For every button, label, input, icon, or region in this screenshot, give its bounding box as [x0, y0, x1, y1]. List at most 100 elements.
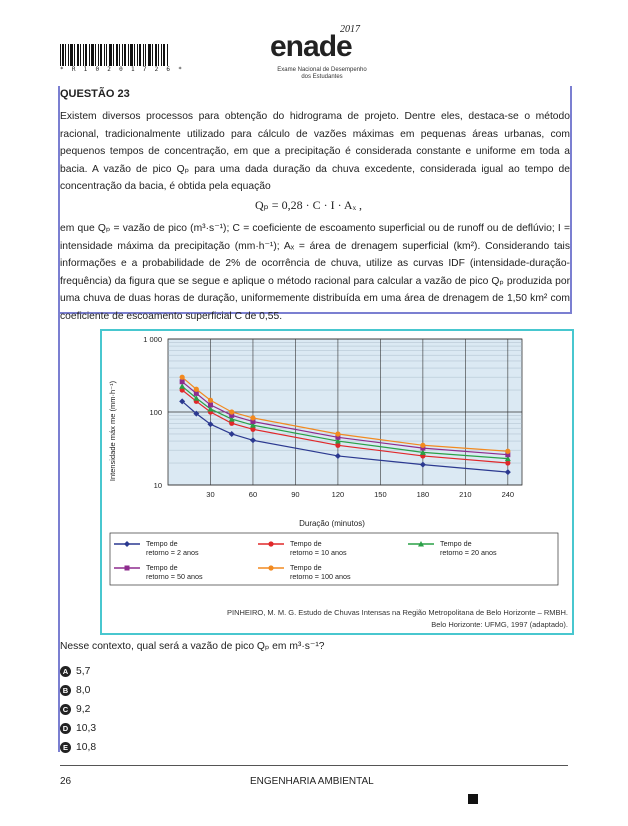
series-0 [179, 398, 511, 476]
course-name: ENGENHARIA AMBIENTAL [250, 776, 374, 787]
legend-label: retorno = 10 anos [290, 548, 347, 557]
source-line-1: PINHEIRO, M. M. G. Estudo de Chuvas Inte… [227, 608, 568, 617]
x-tick-label: 210 [459, 490, 472, 499]
question-title: QUESTÃO 23 [60, 88, 130, 100]
data-point [124, 541, 130, 547]
x-tick-label: 120 [332, 490, 345, 499]
option-d-value: 10,3 [76, 723, 97, 734]
equation: Qₚ = 0,28 · C · I · Aₓ , [255, 198, 363, 212]
data-point [228, 416, 235, 422]
selection-outline-text [58, 86, 572, 314]
footer-divider [60, 765, 568, 766]
legend-label: Tempo de [146, 563, 178, 572]
legend-box [109, 532, 559, 586]
legend-label: retorno = 20 anos [440, 548, 497, 557]
enade-subtitle: Exame Nacional de Desempenho dos Estudan… [262, 67, 382, 81]
data-point [335, 442, 341, 448]
data-point [179, 383, 186, 389]
question-paragraph-2: em que Qₚ = vazão de pico (m³·s⁻¹); C = … [60, 223, 570, 322]
data-point [505, 448, 511, 454]
x-axis-label: Duração (minutos) [299, 519, 365, 528]
data-point [420, 445, 426, 451]
x-tick-label: 60 [249, 490, 257, 499]
legend-label: retorno = 100 anos [290, 572, 351, 581]
y-tick-label: 1 000 [143, 335, 162, 344]
figure-source: PINHEIRO, M. M. G. Estudo de Chuvas Inte… [170, 607, 568, 631]
barcode-number: * R 1 0 2 0 1 7 2 6 * [60, 66, 185, 73]
data-point [228, 430, 235, 437]
data-point [229, 420, 235, 426]
data-point [179, 379, 185, 385]
data-point [504, 455, 511, 462]
data-point [193, 386, 199, 392]
data-point [268, 565, 274, 571]
option-a[interactable]: A 5,7 [60, 666, 90, 677]
data-point [250, 415, 256, 421]
data-point [505, 460, 511, 466]
idf-chart: 30 60 90 120 150 180 210 240 10 100 1 000 Intensid… [108, 335, 559, 586]
option-e-value: 10,8 [76, 742, 97, 753]
selection-outline-left [58, 312, 102, 752]
data-point [249, 422, 256, 428]
data-point [268, 541, 274, 547]
option-d-letter: D [60, 723, 71, 734]
question-paragraph-1: Existem diversos processos para obtenção… [60, 111, 570, 192]
x-tick-label: 240 [502, 490, 515, 499]
data-point [229, 412, 235, 418]
source-line-2: Belo Horizonte: UFMG, 1997 (adaptado). [431, 620, 568, 629]
data-point [419, 461, 426, 468]
option-a-letter: A [60, 666, 71, 677]
option-d[interactable]: D 10,3 [60, 723, 96, 734]
series-line [181, 376, 508, 452]
y-axis-label: Intensidade máx me (mm·h⁻¹) [108, 380, 117, 481]
data-point [420, 442, 426, 448]
data-point [249, 437, 256, 444]
data-point [207, 397, 214, 403]
series-line [181, 400, 508, 473]
data-point [505, 452, 511, 458]
data-point [207, 421, 214, 428]
data-point [335, 431, 341, 437]
figure-frame [100, 329, 574, 635]
option-e[interactable]: E 10,8 [60, 742, 96, 753]
legend-label: Tempo de [440, 539, 472, 548]
data-point [179, 398, 186, 405]
legend-label: Tempo de [146, 539, 178, 548]
data-point [193, 390, 199, 396]
data-point [193, 395, 200, 401]
data-point [207, 405, 214, 412]
enade-logo: enade [270, 30, 353, 63]
data-point [250, 426, 256, 432]
option-a-value: 5,7 [76, 666, 91, 677]
data-point [250, 419, 256, 425]
data-point [193, 410, 200, 417]
data-point [419, 449, 426, 455]
data-point [207, 402, 213, 408]
legend-label: retorno = 2 anos [146, 548, 199, 557]
alignment-mark [468, 794, 478, 804]
option-c[interactable]: C 9,2 [60, 704, 90, 715]
data-point [335, 434, 341, 440]
data-point [504, 469, 511, 476]
option-e-letter: E [60, 742, 71, 753]
data-point [179, 374, 185, 380]
x-tick-label: 90 [291, 490, 299, 499]
y-tick-label: 100 [149, 408, 162, 417]
data-point [418, 541, 424, 547]
option-b[interactable]: B 8,0 [60, 685, 90, 696]
series-2 [179, 383, 511, 462]
enade-subtitle-line2: dos Estudantes [301, 74, 343, 80]
x-tick-label: 180 [417, 490, 430, 499]
series-line [181, 389, 508, 464]
question-prompt: Nesse contexto, qual será a vazão de pic… [60, 641, 325, 652]
data-point [229, 409, 235, 415]
legend-label: Tempo de [290, 539, 322, 548]
legend-label: retorno = 50 anos [146, 572, 203, 581]
series-4 [179, 374, 511, 454]
option-c-letter: C [60, 704, 71, 715]
data-point [124, 565, 130, 571]
x-tick-label: 30 [206, 490, 214, 499]
